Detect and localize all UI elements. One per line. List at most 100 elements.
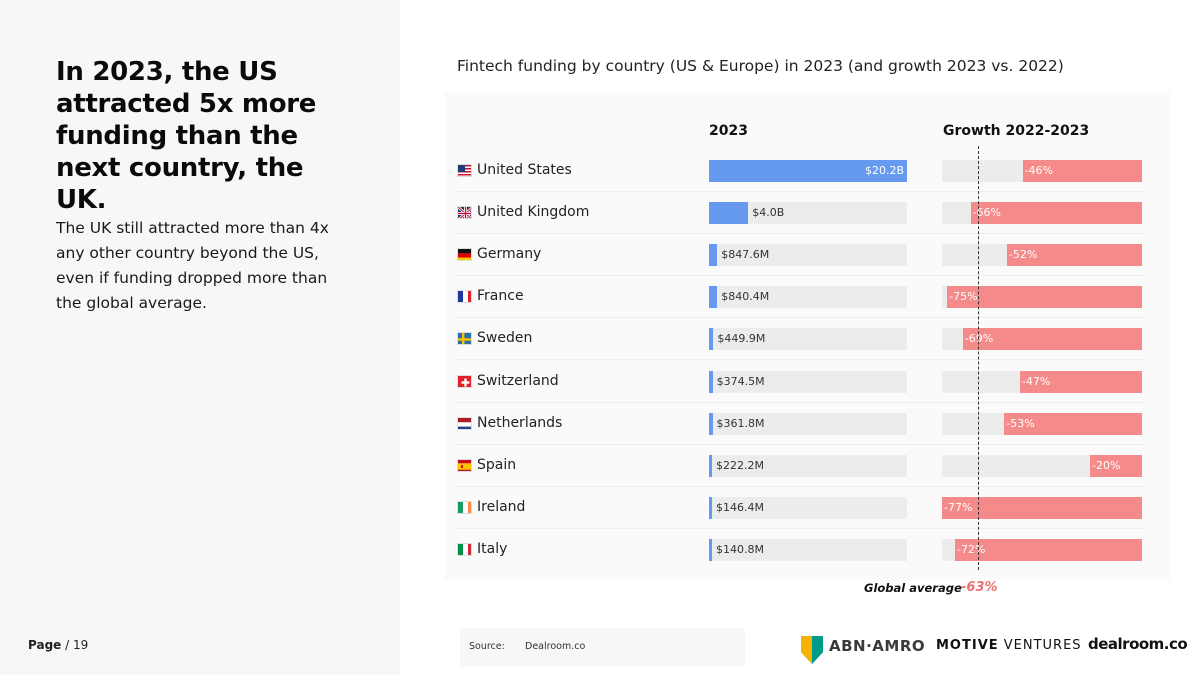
funding-value-label: $840.4M xyxy=(721,290,770,304)
chart-row: United States $20.2B -46% xyxy=(445,150,1170,192)
funding-value-label: $20.2B xyxy=(864,164,904,177)
funding-value-label: $449.9M xyxy=(717,332,766,346)
growth-value-label: -46% xyxy=(1024,164,1053,177)
growth-value-label: -53% xyxy=(1006,416,1035,430)
funding-value-label: $146.4M xyxy=(716,500,764,514)
global-average-label: Global average xyxy=(864,581,962,595)
chart-row: United Kingdom $4.0B -66% xyxy=(445,192,1170,235)
funding-bar-track: $449.9M xyxy=(709,328,907,351)
growth-bar-track: -72% xyxy=(942,538,1142,561)
chart-title: Fintech funding by country (US & Europe)… xyxy=(457,57,1064,75)
chart-row: Spain $222.2M -20% xyxy=(445,445,1170,487)
growth-bar xyxy=(942,496,1142,519)
funding-bar xyxy=(709,370,713,393)
row-divider xyxy=(455,443,1145,445)
page-number: Page / 19 xyxy=(28,638,88,652)
growth-value-label: -77% xyxy=(944,500,973,514)
growth-bar xyxy=(1006,244,1142,267)
funding-value-label: $222.2M xyxy=(716,458,764,472)
funding-bar xyxy=(709,244,718,267)
funding-bar-track: $847.6M xyxy=(709,244,907,267)
row-divider xyxy=(455,191,1145,192)
funding-bar xyxy=(709,286,718,309)
funding-bar xyxy=(709,328,714,351)
motive-ventures-logo: MOTIVE VENTURES xyxy=(936,638,1082,653)
funding-bar-track: $140.8M xyxy=(709,538,907,561)
row-divider xyxy=(455,275,1145,277)
growth-bar xyxy=(1090,454,1142,477)
source-box xyxy=(460,628,745,666)
growth-value-label: -66% xyxy=(972,206,1001,220)
growth-bar xyxy=(1019,370,1142,393)
column-header-2023: 2023 xyxy=(709,123,748,139)
italy-flag-icon xyxy=(457,542,472,556)
page-headline: In 2023, the US attracted 5x more fundin… xyxy=(56,57,317,215)
source-value: Dealroom.co xyxy=(525,641,586,652)
page-total: / 19 xyxy=(61,638,89,652)
left-panel xyxy=(0,0,400,675)
chart-row: Switzerland $374.5M -47% xyxy=(445,361,1170,403)
funding-value-label: $374.5M xyxy=(716,374,765,388)
funding-value-label: $140.8M xyxy=(716,542,764,556)
funding-bar-track: $4.0B xyxy=(709,202,907,225)
growth-bar-track: -75% xyxy=(942,286,1142,309)
funding-bar xyxy=(709,160,907,182)
growth-bar xyxy=(955,538,1142,561)
growth-bar xyxy=(970,202,1142,225)
country-label: Germany xyxy=(477,246,542,263)
chart-row: Germany $847.6M -52% xyxy=(445,234,1170,277)
growth-value-label: -20% xyxy=(1092,458,1121,472)
growth-value-label: -72% xyxy=(956,542,986,556)
row-divider xyxy=(455,317,1145,319)
funding-bar xyxy=(709,454,712,477)
us-flag-icon xyxy=(457,164,472,177)
abn-amro-shield-icon xyxy=(801,636,823,664)
growth-value-label: -52% xyxy=(1008,248,1038,262)
global-average-value: -63% xyxy=(961,580,998,595)
funding-value-label: $847.6M xyxy=(721,248,770,262)
country-label: Switzerland xyxy=(477,372,559,389)
growth-bar-track: -20% xyxy=(942,454,1142,477)
chart-row: Ireland $146.4M -77% xyxy=(445,487,1170,529)
country-label: Sweden xyxy=(477,330,533,347)
growth-bar xyxy=(962,328,1142,351)
country-label: Ireland xyxy=(477,498,526,515)
growth-bar-track: -66% xyxy=(942,202,1142,225)
funding-bar-track: $374.5M xyxy=(709,370,907,393)
funding-bar xyxy=(709,538,712,561)
country-label: Italy xyxy=(477,540,508,557)
country-label: United States xyxy=(477,162,572,178)
growth-bar-track: -52% xyxy=(942,244,1142,267)
chart-row: France $840.4M -75% xyxy=(445,276,1170,319)
france-flag-icon xyxy=(457,290,472,304)
row-divider xyxy=(455,401,1145,403)
funding-value-label: $361.8M xyxy=(716,416,765,430)
germany-flag-icon xyxy=(457,248,472,262)
growth-bar-track: -77% xyxy=(942,496,1142,519)
growth-bar-track: -69% xyxy=(942,328,1142,351)
sweden-flag-icon xyxy=(457,332,472,346)
row-divider xyxy=(455,527,1145,529)
country-label: Spain xyxy=(477,456,517,473)
row-divider xyxy=(455,359,1145,361)
growth-bar xyxy=(947,286,1142,309)
motive-logo-rest: VENTURES xyxy=(998,638,1082,653)
growth-value-label: -75% xyxy=(949,290,978,304)
spain-flag-icon xyxy=(457,458,472,472)
page-label: Page xyxy=(28,638,62,652)
funding-bar xyxy=(709,202,749,225)
source-label: Source: xyxy=(469,641,505,652)
funding-bar xyxy=(709,412,713,435)
global-average-line xyxy=(978,146,980,570)
dealroom-logo: dealroom.co xyxy=(1088,635,1188,653)
funding-bar xyxy=(709,496,712,519)
growth-bar-track: -46% xyxy=(942,160,1142,182)
funding-bar-track: $146.4M xyxy=(709,496,907,519)
ireland-flag-icon xyxy=(457,500,472,514)
growth-value-label: -47% xyxy=(1021,374,1051,388)
switzerland-flag-icon xyxy=(457,374,472,388)
growth-bar-track: -47% xyxy=(942,370,1142,393)
row-divider xyxy=(455,233,1145,235)
growth-bar-track: -53% xyxy=(942,412,1142,435)
netherlands-flag-icon xyxy=(457,416,472,430)
